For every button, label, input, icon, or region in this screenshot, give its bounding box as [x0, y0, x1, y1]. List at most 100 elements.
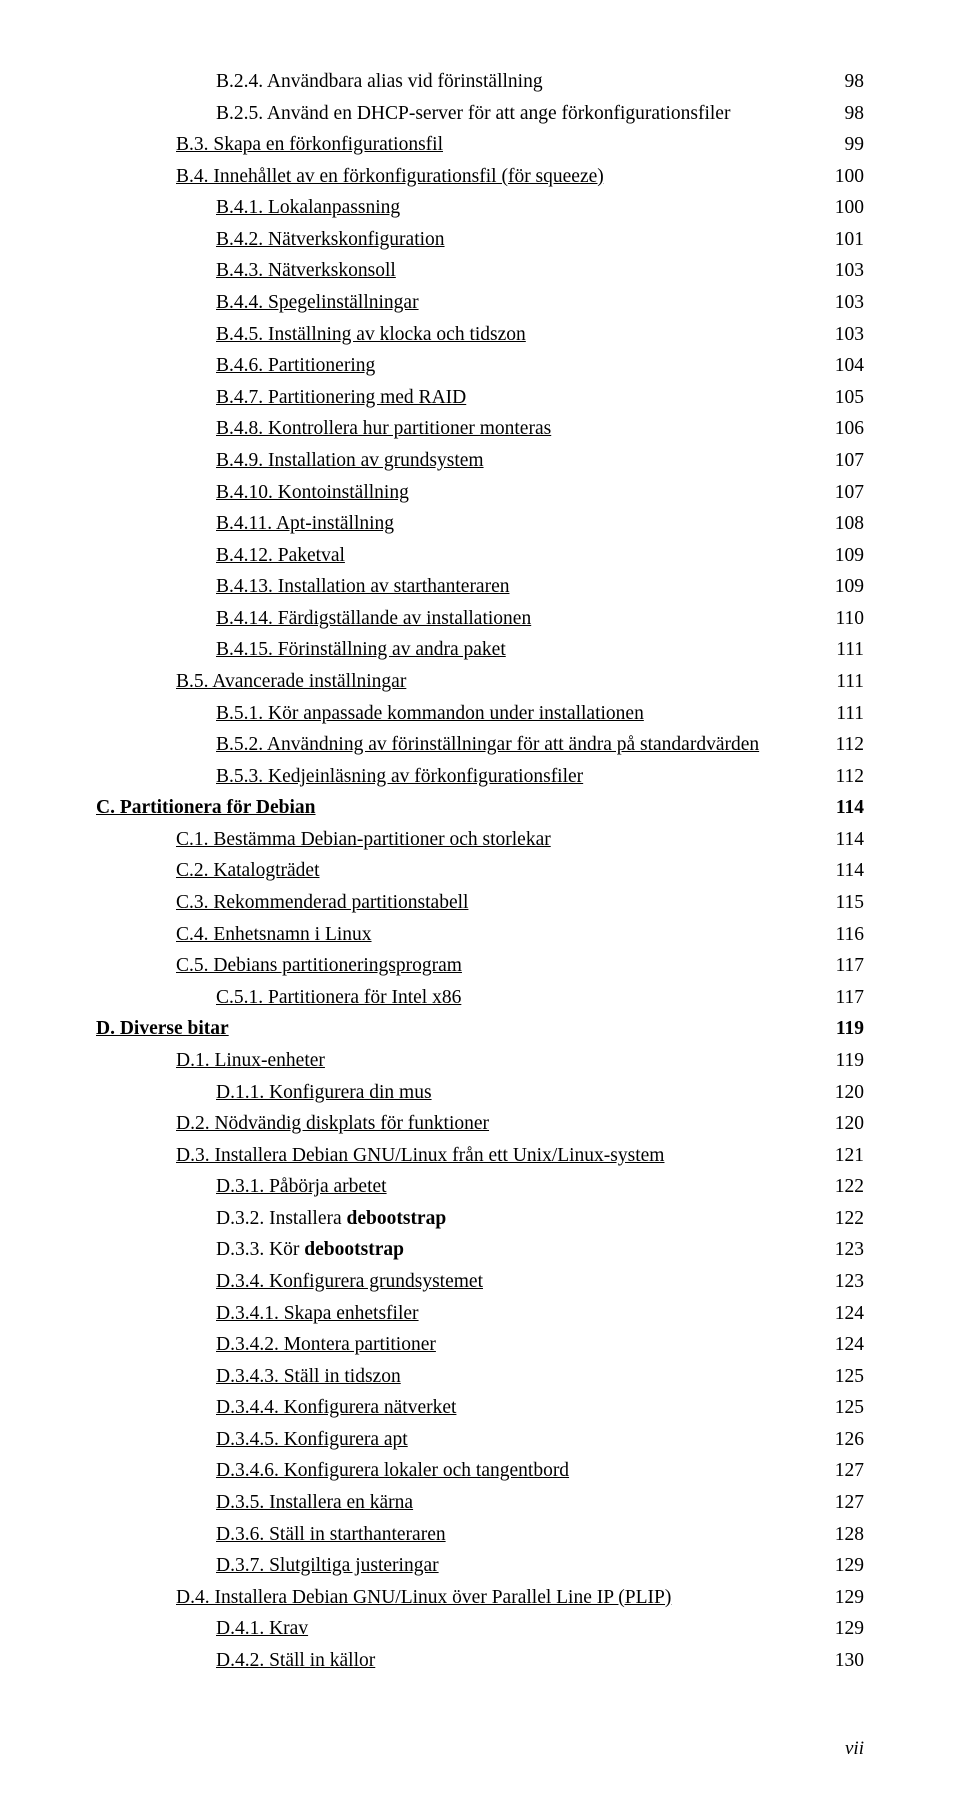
- toc-link[interactable]: C.3. Rekommenderad partitionstabell: [176, 892, 468, 913]
- toc-link[interactable]: C.2. Katalogträdet: [176, 860, 320, 881]
- toc-link[interactable]: B.4.11. Apt-inställning: [216, 513, 394, 534]
- toc-link[interactable]: B.3. Skapa en förkonfigurationsfil: [176, 134, 443, 155]
- toc-entry-label[interactable]: D.1. Linux-enheter: [176, 1045, 325, 1077]
- toc-entry-label[interactable]: D. Diverse bitar: [96, 1013, 229, 1045]
- toc-entry-label[interactable]: B.4.1. Lokalanpassning: [216, 192, 400, 224]
- toc-entry-label[interactable]: B.4.15. Förinställning av andra paket: [216, 634, 506, 666]
- toc-entry-label[interactable]: B.5.1. Kör anpassade kommandon under ins…: [216, 698, 644, 730]
- toc-link[interactable]: D.3.4.4. Konfigurera nätverket: [216, 1397, 456, 1418]
- toc-link[interactable]: D.1. Linux-enheter: [176, 1050, 325, 1071]
- toc-link[interactable]: C. Partitionera för Debian: [96, 797, 316, 818]
- toc-entry-label[interactable]: C.4. Enhetsnamn i Linux: [176, 919, 372, 951]
- toc-entry-label[interactable]: B.4.8. Kontrollera hur partitioner monte…: [216, 413, 551, 445]
- toc-entry-label[interactable]: B.4.12. Paketval: [216, 540, 345, 572]
- toc-entry-label[interactable]: D.3.4.3. Ställ in tidszon: [216, 1361, 401, 1393]
- toc-link[interactable]: D.3.1. Påbörja arbetet: [216, 1176, 387, 1197]
- toc-link[interactable]: B.4.7. Partitionering med RAID: [216, 387, 466, 408]
- toc-link[interactable]: B.4. Innehållet av en förkonfigurationsf…: [176, 166, 604, 187]
- toc-entry-label[interactable]: B.4. Innehållet av en förkonfigurationsf…: [176, 161, 604, 193]
- toc-link[interactable]: D.3.5. Installera en kärna: [216, 1492, 413, 1513]
- toc-link[interactable]: D. Diverse bitar: [96, 1018, 229, 1039]
- toc-link[interactable]: D.3.4.2. Montera partitioner: [216, 1334, 436, 1355]
- toc-entry-label[interactable]: D.3.4. Konfigurera grundsystemet: [216, 1266, 483, 1298]
- toc-entry-label[interactable]: B.4.9. Installation av grundsystem: [216, 445, 484, 477]
- toc-entry-label[interactable]: C.2. Katalogträdet: [176, 855, 320, 887]
- toc-entry-label[interactable]: D.3.2. Installera debootstrap: [216, 1203, 446, 1235]
- toc-entry-label[interactable]: D.3. Installera Debian GNU/Linux från et…: [176, 1140, 664, 1172]
- toc-link[interactable]: C.4. Enhetsnamn i Linux: [176, 924, 372, 945]
- toc-link[interactable]: D.3.4.5. Konfigurera apt: [216, 1429, 408, 1450]
- toc-link[interactable]: D.4.1. Krav: [216, 1618, 308, 1639]
- toc-entry-label[interactable]: D.3.3. Kör debootstrap: [216, 1234, 404, 1266]
- toc-link[interactable]: B.4.10. Kontoinställning: [216, 482, 409, 503]
- toc-entry-label[interactable]: D.4.2. Ställ in källor: [216, 1645, 375, 1677]
- toc-link[interactable]: C.5. Debians partitioneringsprogram: [176, 955, 462, 976]
- toc-entry-label[interactable]: B.4.11. Apt-inställning: [216, 508, 394, 540]
- toc-entry-label[interactable]: D.3.4.6. Konfigurera lokaler och tangent…: [216, 1455, 569, 1487]
- toc-entry-label[interactable]: D.3.4.2. Montera partitioner: [216, 1329, 436, 1361]
- toc-link[interactable]: B.4.1. Lokalanpassning: [216, 197, 400, 218]
- toc-entry-label[interactable]: C.3. Rekommenderad partitionstabell: [176, 887, 468, 919]
- toc-link[interactable]: D.3.4.1. Skapa enhetsfiler: [216, 1303, 419, 1324]
- toc-link[interactable]: B.4.8. Kontrollera hur partitioner monte…: [216, 418, 551, 439]
- toc-entry-label[interactable]: D.4.1. Krav: [216, 1613, 308, 1645]
- toc-link[interactable]: B.4.13. Installation av starthanteraren: [216, 576, 510, 597]
- toc-link[interactable]: C.5.1. Partitionera för Intel x86: [216, 987, 461, 1008]
- toc-entry-label[interactable]: C.1. Bestämma Debian-partitioner och sto…: [176, 824, 551, 856]
- toc-entry-label[interactable]: B.2.4. Användbara alias vid förinställni…: [216, 66, 543, 98]
- toc-entry-label[interactable]: C.5. Debians partitioneringsprogram: [176, 950, 462, 982]
- toc-entry-label[interactable]: C. Partitionera för Debian: [96, 792, 316, 824]
- toc-entry-label[interactable]: D.3.4.1. Skapa enhetsfiler: [216, 1298, 419, 1330]
- toc-entry-label[interactable]: B.4.7. Partitionering med RAID: [216, 382, 466, 414]
- toc-link[interactable]: B.4.6. Partitionering: [216, 355, 375, 376]
- toc-entry-label[interactable]: D.3.7. Slutgiltiga justeringar: [216, 1550, 439, 1582]
- toc-link[interactable]: D.3.6. Ställ in starthanteraren: [216, 1524, 446, 1545]
- toc-link[interactable]: B.4.3. Nätverkskonsoll: [216, 260, 396, 281]
- toc-link[interactable]: B.4.15. Förinställning av andra paket: [216, 639, 506, 660]
- toc-page-number: 103: [835, 287, 864, 319]
- toc-entry-label[interactable]: D.3.5. Installera en kärna: [216, 1487, 413, 1519]
- toc-entry-label[interactable]: B.5.3. Kedjeinläsning av förkonfiguratio…: [216, 761, 583, 793]
- toc-link[interactable]: C.1. Bestämma Debian-partitioner och sto…: [176, 829, 551, 850]
- toc-link[interactable]: B.4.4. Spegelinställningar: [216, 292, 419, 313]
- toc-link[interactable]: D.4. Installera Debian GNU/Linux över Pa…: [176, 1587, 671, 1608]
- toc-link[interactable]: B.4.2. Nätverkskonfiguration: [216, 229, 445, 250]
- toc-link[interactable]: D.3.4.6. Konfigurera lokaler och tangent…: [216, 1460, 569, 1481]
- toc-entry-label[interactable]: B.4.3. Nätverkskonsoll: [216, 255, 396, 287]
- toc-entry-label[interactable]: B.4.10. Kontoinställning: [216, 477, 409, 509]
- toc-entry-label[interactable]: D.4. Installera Debian GNU/Linux över Pa…: [176, 1582, 671, 1614]
- toc-link[interactable]: B.5. Avancerade inställningar: [176, 671, 406, 692]
- toc-entry-label[interactable]: C.5.1. Partitionera för Intel x86: [216, 982, 461, 1014]
- toc-entry-label[interactable]: D.3.1. Påbörja arbetet: [216, 1171, 387, 1203]
- toc-link[interactable]: D.3. Installera Debian GNU/Linux från et…: [176, 1145, 664, 1166]
- toc-entry-label[interactable]: D.3.4.4. Konfigurera nätverket: [216, 1392, 456, 1424]
- toc-link[interactable]: B.5.3. Kedjeinläsning av förkonfiguratio…: [216, 766, 583, 787]
- toc-link[interactable]: B.4.5. Inställning av klocka och tidszon: [216, 324, 526, 345]
- toc-link[interactable]: B.5.2. Användning av förinställningar fö…: [216, 734, 759, 755]
- toc-entry-label[interactable]: B.4.2. Nätverkskonfiguration: [216, 224, 445, 256]
- toc-entry-label[interactable]: B.2.5. Använd en DHCP-server för att ang…: [216, 98, 730, 130]
- toc-entry-label[interactable]: B.4.14. Färdigställande av installatione…: [216, 603, 531, 635]
- toc-entry-label[interactable]: B.4.4. Spegelinställningar: [216, 287, 419, 319]
- toc-entry-label[interactable]: B.4.6. Partitionering: [216, 350, 375, 382]
- toc-link[interactable]: D.2. Nödvändig diskplats för funktioner: [176, 1113, 489, 1134]
- toc-entry-label[interactable]: B.4.5. Inställning av klocka och tidszon: [216, 319, 526, 351]
- toc-page-number: 114: [835, 855, 864, 887]
- toc-entry-label[interactable]: B.5.2. Användning av förinställningar fö…: [216, 729, 759, 761]
- toc-entry-label[interactable]: B.5. Avancerade inställningar: [176, 666, 406, 698]
- toc-link[interactable]: D.3.4.3. Ställ in tidszon: [216, 1366, 401, 1387]
- toc-link[interactable]: D.1.1. Konfigurera din mus: [216, 1082, 432, 1103]
- toc-entry-label[interactable]: D.3.4.5. Konfigurera apt: [216, 1424, 408, 1456]
- toc-link[interactable]: B.4.12. Paketval: [216, 545, 345, 566]
- toc-entry-label[interactable]: B.3. Skapa en förkonfigurationsfil: [176, 129, 443, 161]
- toc-entry-label[interactable]: D.2. Nödvändig diskplats för funktioner: [176, 1108, 489, 1140]
- toc-link[interactable]: D.3.4. Konfigurera grundsystemet: [216, 1271, 483, 1292]
- toc-entry-label[interactable]: B.4.13. Installation av starthanteraren: [216, 571, 510, 603]
- toc-link[interactable]: B.4.9. Installation av grundsystem: [216, 450, 484, 471]
- toc-entry-label[interactable]: D.3.6. Ställ in starthanteraren: [216, 1519, 446, 1551]
- toc-link[interactable]: D.4.2. Ställ in källor: [216, 1650, 375, 1671]
- toc-entry-label[interactable]: D.1.1. Konfigurera din mus: [216, 1077, 432, 1109]
- toc-link[interactable]: B.4.14. Färdigställande av installatione…: [216, 608, 531, 629]
- toc-link[interactable]: B.5.1. Kör anpassade kommandon under ins…: [216, 703, 644, 724]
- toc-link[interactable]: D.3.7. Slutgiltiga justeringar: [216, 1555, 439, 1576]
